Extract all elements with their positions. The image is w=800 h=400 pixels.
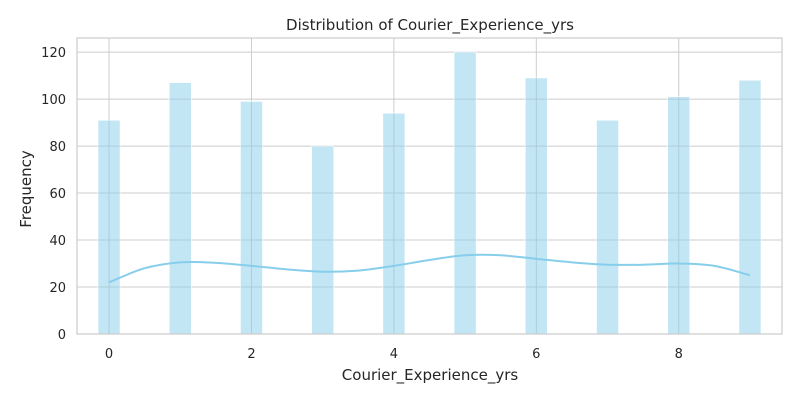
y-tick-label: 120 <box>41 46 66 61</box>
bar <box>453 51 477 335</box>
y-tick-label: 0 <box>58 328 66 343</box>
x-tick-label: 8 <box>675 347 683 362</box>
x-tick-labels: 0 2 4 6 8 <box>105 347 683 362</box>
bar <box>382 112 406 335</box>
y-tick-label: 100 <box>41 93 66 108</box>
x-tick-label: 2 <box>247 347 255 362</box>
bar <box>596 119 619 335</box>
bar <box>738 79 762 335</box>
x-tick-label: 6 <box>532 347 540 362</box>
y-tick-label: 80 <box>49 140 66 155</box>
y-tick-label: 60 <box>49 187 66 202</box>
y-axis-label: Frequency <box>17 150 35 228</box>
chart-title: Distribution of Courier_Experience_yrs <box>286 16 574 35</box>
y-tick-label: 40 <box>49 234 66 249</box>
bar <box>240 101 263 335</box>
y-tick-label: 20 <box>49 281 66 296</box>
bar <box>667 96 691 335</box>
kde-curve <box>108 253 751 284</box>
x-axis-label: Courier_Experience_yrs <box>342 366 519 385</box>
plot-frame <box>76 37 783 335</box>
bar <box>311 145 335 335</box>
bar <box>97 119 121 335</box>
x-tick-label: 4 <box>390 347 398 362</box>
y-tick-labels: 0 20 40 60 80 100 120 <box>41 46 66 343</box>
bar <box>524 77 548 335</box>
x-tick-label: 0 <box>105 347 113 362</box>
bar <box>168 82 192 335</box>
